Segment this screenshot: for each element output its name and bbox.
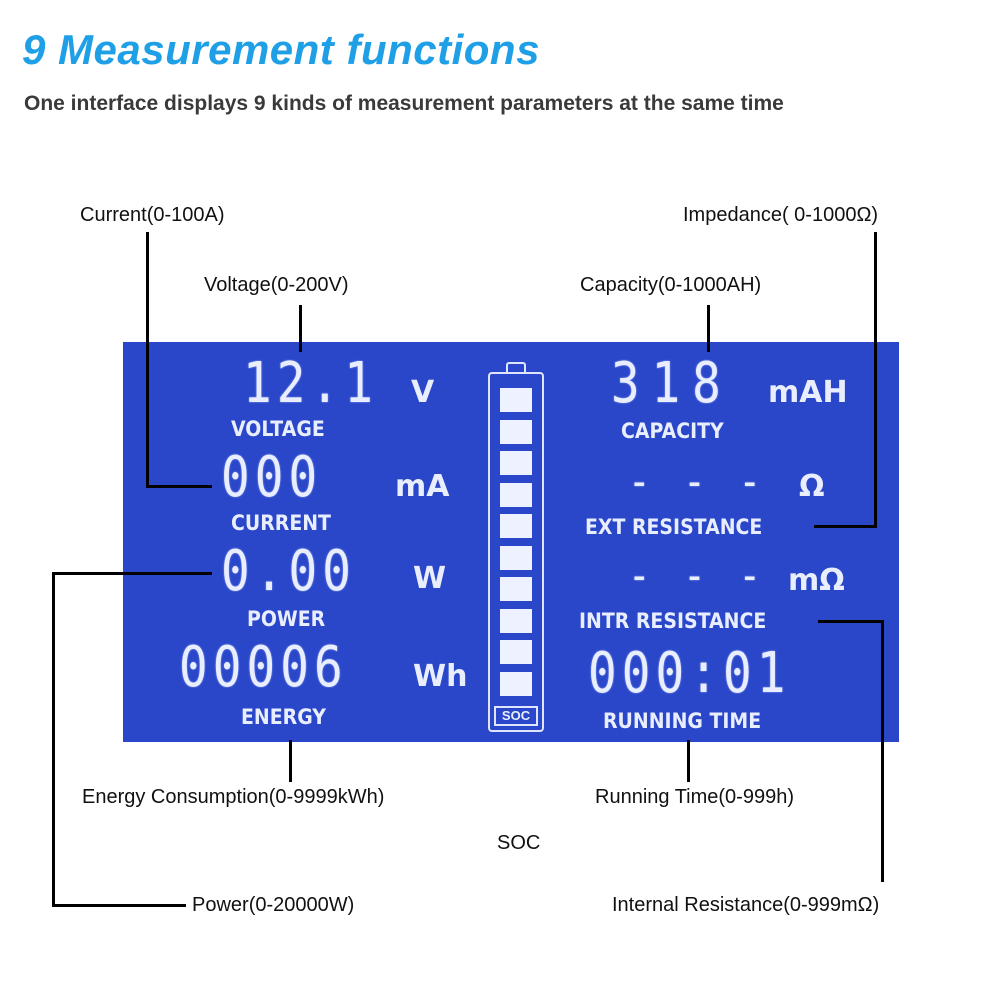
soc-segment — [500, 514, 532, 538]
callout-current: Current(0-100A) — [80, 204, 225, 226]
leader-power-h2 — [52, 904, 186, 907]
callout-impedance: Impedance( 0-1000Ω) — [683, 204, 879, 226]
leader-impedance-v — [874, 232, 877, 528]
leader-internal-v — [881, 620, 884, 882]
voltage-label: VOLTAGE — [231, 417, 325, 441]
leader-energy — [289, 740, 292, 782]
intr-resistance-label: INTR RESISTANCE — [579, 609, 767, 633]
soc-segment — [500, 608, 532, 633]
soc-label: SOC — [494, 706, 538, 726]
callout-capacity: Capacity(0-1000AH) — [580, 274, 762, 296]
soc-segment — [500, 577, 532, 601]
leader-power-v — [52, 572, 55, 907]
running-time-label: RUNNING TIME — [603, 709, 762, 733]
leader-impedance-h — [814, 525, 877, 528]
capacity-label: CAPACITY — [621, 419, 724, 443]
running-time-value: 000:01 — [588, 641, 791, 706]
leader-capacity — [707, 305, 710, 352]
leader-voltage — [299, 305, 302, 352]
soc-segment — [500, 545, 532, 570]
energy-value: 00006 — [179, 635, 348, 700]
callout-power: Power(0-20000W) — [192, 894, 355, 916]
callout-running-time: Running Time(0-999h) — [595, 786, 794, 808]
soc-battery-gauge: SOC — [488, 372, 544, 732]
page-subtitle: One interface displays 9 kinds of measur… — [24, 92, 784, 115]
soc-segment — [500, 388, 532, 412]
capacity-unit: mAH — [768, 375, 848, 410]
soc-segment — [500, 451, 532, 475]
page-title: 9 Measurement functions — [22, 26, 540, 73]
soc-segment — [500, 482, 532, 507]
voltage-unit: V — [411, 375, 435, 410]
current-value: 000 — [221, 445, 323, 510]
soc-segment — [500, 419, 532, 444]
leader-internal-h — [818, 620, 883, 623]
capacity-value: 318 — [611, 351, 733, 416]
power-label: POWER — [247, 607, 326, 631]
callout-voltage: Voltage(0-200V) — [204, 274, 349, 296]
voltage-value: 12.1 — [243, 351, 379, 416]
current-unit: mA — [395, 469, 450, 504]
callout-soc: SOC — [497, 832, 541, 854]
lcd-display: 12.1 V VOLTAGE 000 mA CURRENT 0.00 W POW… — [123, 342, 899, 742]
soc-segment — [500, 671, 532, 696]
power-value: 0.00 — [221, 539, 357, 604]
intr-resistance-unit: mΩ — [788, 563, 845, 598]
current-label: CURRENT — [231, 511, 331, 535]
battery-terminal — [506, 362, 526, 374]
leader-running-time — [687, 740, 690, 782]
energy-label: ENERGY — [241, 705, 326, 729]
ext-resistance-value: - - - — [628, 456, 767, 507]
leader-current-h — [146, 485, 212, 488]
intr-resistance-value: - - - — [628, 550, 767, 601]
power-unit: W — [413, 561, 447, 596]
leader-current-v — [146, 232, 149, 488]
callout-energy: Energy Consumption(0-9999kWh) — [82, 786, 385, 808]
callout-internal-resistance: Internal Resistance(0-999mΩ) — [612, 894, 880, 916]
soc-segment — [500, 640, 532, 664]
leader-power-h1 — [52, 572, 212, 575]
ext-resistance-unit: Ω — [799, 469, 825, 504]
ext-resistance-label: EXT RESISTANCE — [585, 515, 763, 539]
energy-unit: Wh — [413, 659, 468, 694]
